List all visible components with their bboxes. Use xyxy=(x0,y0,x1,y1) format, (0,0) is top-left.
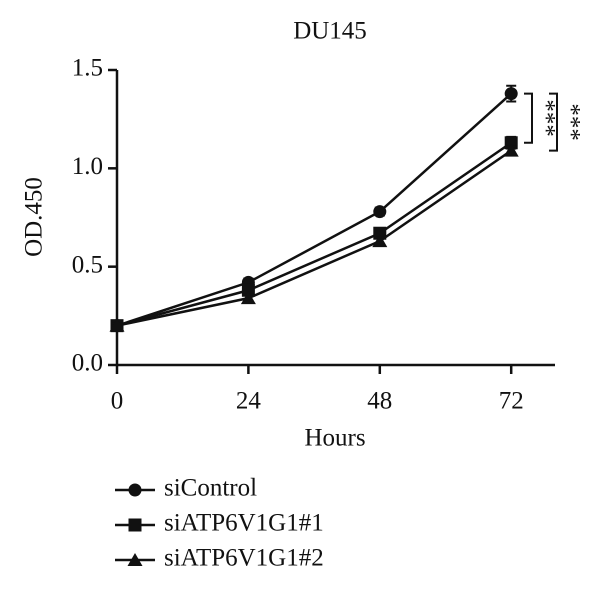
y-tick-label: 0.0 xyxy=(72,350,103,377)
data-point xyxy=(372,234,388,248)
legend-label: siATP6V1G1#2 xyxy=(164,545,324,572)
x-tick-label: 0 xyxy=(111,388,124,415)
x-tick-label: 24 xyxy=(236,388,262,415)
significance-label: *** xyxy=(532,99,559,137)
legend-label: siATP6V1G1#1 xyxy=(164,510,324,537)
series-line xyxy=(116,141,512,327)
x-axis-label: Hours xyxy=(304,425,365,452)
series-line xyxy=(116,149,512,327)
data-point xyxy=(240,291,256,305)
data-point xyxy=(109,318,125,332)
x-tick-label: 48 xyxy=(367,388,392,415)
data-point xyxy=(503,143,519,157)
legend-marker xyxy=(128,483,142,497)
significance-label: *** xyxy=(557,103,584,141)
legend-label: siControl xyxy=(164,475,257,502)
significance-bracket xyxy=(524,92,533,144)
y-axis-label: OD.450 xyxy=(21,177,48,257)
significance-bracket xyxy=(549,92,558,152)
legend-marker xyxy=(127,553,143,566)
chart-title: DU145 xyxy=(293,18,367,45)
series-line xyxy=(116,92,513,327)
y-tick-label: 0.5 xyxy=(72,251,103,278)
y-tick-label: 1.5 xyxy=(72,55,103,82)
legend-marker xyxy=(128,518,142,532)
data-point xyxy=(504,87,518,101)
data-point xyxy=(373,205,387,219)
y-tick-label: 1.0 xyxy=(72,153,103,180)
x-tick-label: 72 xyxy=(499,388,524,415)
